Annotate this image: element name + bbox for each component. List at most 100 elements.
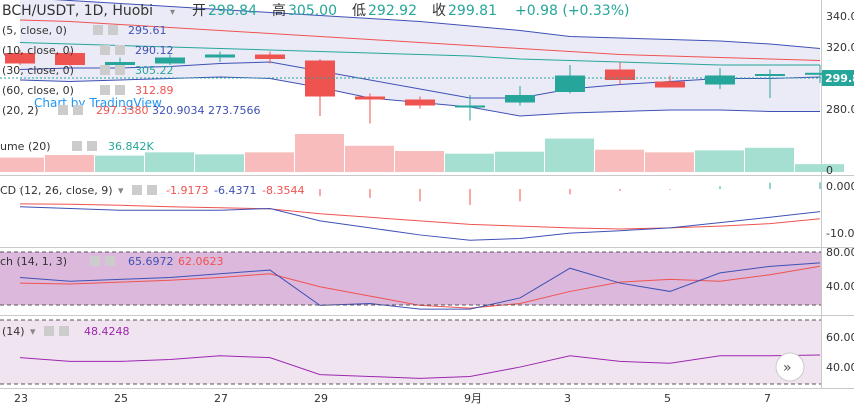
current-price-label: 299.8 — [825, 72, 854, 85]
candle-body — [505, 95, 535, 103]
rsi-pane[interactable] — [19, 354, 821, 379]
double-chevron-right-icon: » — [783, 360, 792, 376]
ma60-value: 312.89 — [135, 84, 174, 97]
close-icon — [105, 256, 115, 266]
candle-body — [55, 53, 85, 65]
ma60-label: (60, close, 0) — [2, 84, 74, 97]
gear-icon — [44, 326, 54, 336]
close-value: 299.81 — [448, 3, 497, 19]
indicator-axes: 0 0.000 -10.0 80.00 40.00 60.00 40.00 — [826, 164, 854, 374]
time-tick: 25 — [114, 392, 128, 405]
ma30-label: (30, close, 0) — [2, 64, 74, 77]
macd-value-2: -6.4371 — [214, 184, 256, 197]
candle-body — [705, 75, 735, 85]
volume-bar — [495, 151, 544, 172]
time-tick: 9月 — [464, 392, 482, 405]
scroll-to-latest-button[interactable]: » — [775, 352, 805, 382]
low-label: 低 — [352, 3, 366, 19]
time-tick: 3 — [564, 392, 571, 405]
candle-body — [105, 62, 135, 65]
volume-bar — [795, 164, 844, 172]
volume-value: 36.842K — [108, 140, 154, 153]
price-indicator-legends[interactable]: (5, close, 0) 295.61 (10, close, 0) 290.… — [0, 24, 304, 338]
stoch-tick: 80.00 — [826, 246, 854, 259]
time-tick: 23 — [14, 392, 28, 405]
volume-bar — [595, 149, 644, 172]
close-icon — [73, 105, 83, 115]
pane-separators — [0, 0, 854, 389]
chart-header: BCH/USDT, 1D, Huobi ▾ 开 298.84 高 305.00 … — [2, 2, 629, 19]
macd-tick: 0.000 — [826, 180, 854, 193]
macd-line — [19, 206, 821, 241]
candle-body — [355, 96, 385, 100]
rsi-line — [19, 354, 821, 379]
chevron-down-icon: ▾ — [170, 7, 175, 18]
open-value: 298.84 — [208, 3, 257, 19]
rsi-band-bg — [0, 320, 821, 384]
bb-value-1: 297.3380 — [96, 104, 149, 117]
gear-icon — [90, 256, 100, 266]
bb-value-2: 320.9034 — [152, 104, 205, 117]
volume-bar — [95, 155, 144, 172]
macd-value-3: -8.3544 — [262, 184, 304, 197]
close-icon — [147, 185, 157, 195]
time-tick: 7 — [764, 392, 771, 405]
macd-label: CD (12, 26, close, 9) — [0, 184, 113, 197]
gear-icon — [100, 85, 110, 95]
price-axis[interactable]: 340.0 320.0 280.0 — [826, 10, 854, 116]
chevron-down-icon: ▾ — [118, 184, 124, 197]
volume-label: ume (20) — [0, 140, 51, 153]
close-icon — [59, 326, 69, 336]
volume-bar — [545, 138, 594, 172]
stoch-value-1: 65.6972 — [128, 255, 174, 268]
rsi-value: 48.4248 — [84, 325, 130, 338]
bollinger-upper-line — [53, 0, 821, 49]
close-icon — [115, 85, 125, 95]
candle-body — [255, 54, 285, 59]
close-icon — [87, 141, 97, 151]
price-pane[interactable] — [5, 0, 835, 124]
rsi-tick: 40.00 — [826, 361, 854, 374]
candle-body — [655, 81, 685, 88]
close-icon — [108, 25, 118, 35]
macd-pane[interactable] — [19, 182, 821, 241]
gear-icon — [72, 141, 82, 151]
ma10-value: 290.12 — [135, 44, 174, 57]
stoch-band-bg — [0, 252, 821, 305]
symbol-title: BCH/USDT, 1D, Huobi — [2, 3, 153, 19]
macd-signal-line — [19, 203, 821, 230]
rsi-tick: 60.00 — [826, 331, 854, 344]
ma-green-line — [19, 42, 820, 66]
volume-bar — [445, 153, 494, 172]
macd-tick: -10.0 — [826, 227, 854, 240]
low-value: 292.92 — [368, 3, 417, 19]
volume-bar — [145, 152, 194, 172]
open-label: 开 — [192, 3, 206, 19]
high-value: 305.00 — [288, 3, 337, 19]
volume-bar — [645, 152, 694, 172]
volume-bar — [745, 147, 794, 172]
chevron-down-icon: ▾ — [30, 325, 36, 338]
candle-body — [755, 74, 785, 76]
time-tick: 29 — [314, 392, 328, 405]
candle-body — [605, 69, 635, 80]
volume-bar — [245, 152, 294, 172]
time-axis[interactable]: 23 25 27 29 9月 3 5 7 — [14, 392, 771, 405]
volume-bar — [695, 150, 744, 172]
volume-pane[interactable] — [0, 134, 844, 172]
volume-bar — [395, 151, 444, 172]
ma5-label: (5, close, 0) — [2, 24, 67, 37]
ma-red-line — [19, 19, 821, 61]
stoch-k-line — [19, 262, 821, 310]
oscillator-bounds — [0, 251, 821, 385]
time-tick: 27 — [214, 392, 228, 405]
candle-body — [205, 54, 235, 58]
high-label: 高 — [272, 2, 286, 19]
stoch-label: ch (14, 1, 3) — [0, 255, 67, 268]
bb-value-3: 273.7566 — [208, 104, 261, 117]
ma10-label: (10, close, 0) — [2, 44, 74, 57]
gear-icon — [100, 45, 110, 55]
close-icon — [115, 45, 125, 55]
time-tick: 5 — [664, 392, 671, 405]
